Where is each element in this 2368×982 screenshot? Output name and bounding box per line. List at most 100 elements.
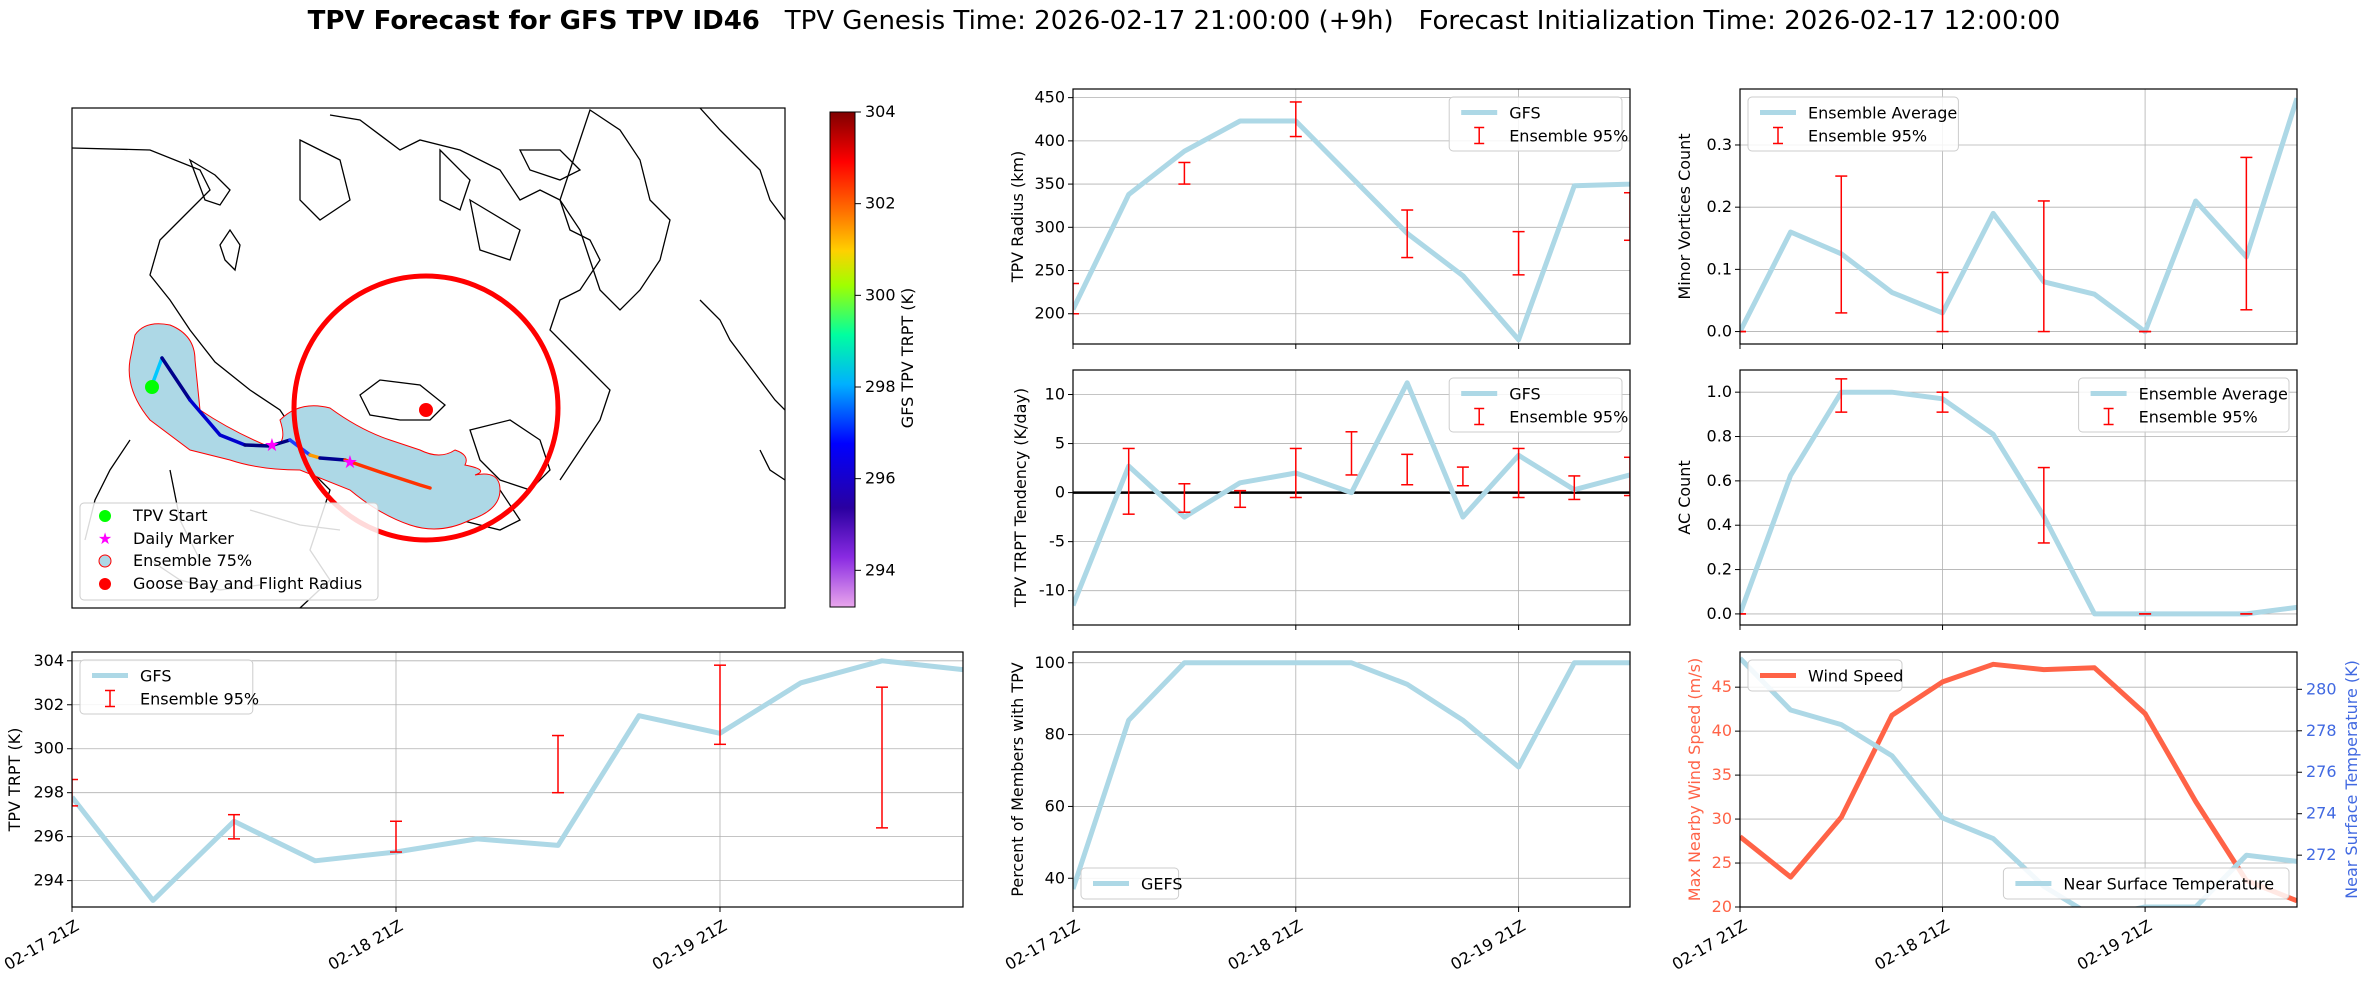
y-tick-label: 450 (1034, 88, 1065, 107)
y-tick-label: 0.0 (1707, 322, 1732, 341)
legend-box (1747, 659, 1903, 692)
y-tick-label: 45 (1712, 677, 1732, 696)
tpv-track-segment (160, 356, 192, 402)
map-panel: ★ ★ TPV Start ★ Daily Marker Ensemble 75… (71, 102, 917, 609)
y-tick-label: 300 (33, 739, 64, 758)
legend-label: Wind Speed (1808, 667, 1903, 686)
axes-frame (1072, 651, 1631, 908)
legend-label: Near Surface Temperature (2063, 875, 2274, 894)
legend-label: GFS (1509, 385, 1540, 404)
coastline (559, 108, 671, 311)
plot-area (72, 658, 963, 903)
chart-legend: GEFS (1080, 867, 1183, 900)
y-tick-label: 35 (1712, 765, 1732, 784)
x-tick-label: 02-19 21Z (2074, 916, 2155, 974)
colorbar: 304 302 300 298 296 294 GFS TPV TRPT (K) (829, 102, 917, 608)
y-tick-label: 304 (33, 651, 64, 670)
series-line (1740, 661, 2297, 904)
y-axis-label: Max Nearby Wind Speed (m/s) (1685, 658, 1704, 901)
chart-legend: Ensemble Average Ensemble 95% (1747, 96, 1959, 152)
flight-radius-circle (291, 273, 561, 543)
tpv-track-segment (318, 456, 347, 462)
chart-members: 40 60 80 100 02-17 21Z 02-18 21Z 02-19 21Z Perc… (1002, 651, 1631, 974)
y2-tick-label: 280 (2306, 679, 2337, 698)
title-genesis: TPV Genesis Time: 2026-02-17 21:00:00 (+… (784, 6, 1394, 36)
coastline (299, 138, 351, 221)
chart-legend: Wind Speed (1747, 659, 1903, 692)
colorbar-tick-label: 302 (865, 194, 896, 213)
map-legend-label: Goose Bay and Flight Radius (133, 574, 362, 593)
x-tick-label: 02-18 21Z (325, 916, 406, 974)
map-legend-label: Daily Marker (133, 529, 234, 548)
x-tick-label: 02-17 21Z (1669, 916, 1750, 974)
y2-tick-label: 278 (2306, 721, 2337, 740)
chart-legend: GFS Ensemble 95% (1448, 377, 1628, 433)
legend-label: Ensemble Average (2139, 385, 2288, 404)
colorbar-tick-label: 294 (865, 560, 896, 579)
chart-trpt: 294 296 298 300 302 304 02-17 21Z 02-18 21Z 02-1… (1, 651, 964, 974)
coastline (699, 108, 785, 221)
y-tick-label: 0.3 (1707, 135, 1732, 154)
tpv-track-segment (243, 438, 292, 448)
map-legend: TPV Start ★ Daily Marker Ensemble 75% Go… (79, 502, 379, 601)
plot-area (1740, 97, 2297, 335)
axes-frame (1072, 88, 1631, 345)
axes-frame (1739, 369, 2298, 626)
y2-tick-label: 276 (2306, 762, 2337, 781)
coastline (518, 149, 582, 181)
y-tick-label: 40 (1045, 868, 1065, 887)
y-tick-label: -10 (1039, 581, 1065, 600)
coastline (469, 419, 551, 491)
x-tick-label: 02-18 21Z (1871, 916, 1952, 974)
chart-legend: GFS Ensemble 95% (79, 659, 259, 715)
y-tick-label: 250 (1034, 261, 1065, 280)
colorbar-bar (829, 111, 856, 608)
legend-tpv-start-icon (99, 510, 111, 522)
axes-frame (1739, 651, 2298, 908)
y2-tick-label: 272 (2306, 845, 2337, 864)
figure-title: TPV Forecast for GFS TPV ID46 TPV Genesi… (0, 6, 2368, 36)
x-tick-label: 02-19 21Z (649, 916, 730, 974)
y-tick-label: 20 (1712, 897, 1732, 916)
x-tick-label: 02-19 21Z (1447, 916, 1528, 974)
y-tick-label: 294 (33, 871, 64, 890)
legend-label: Ensemble 95% (140, 690, 259, 709)
chart-radius: 200 250 300 350 400 450 TPV Radius (km) GFS Ense… (1008, 88, 1631, 349)
chart-wind: 20 25 30 35 40 45 02-17 21Z 02-18 21Z 02-19 21Z M… (1669, 651, 2361, 974)
plot-area (1740, 378, 2297, 617)
legend-box (1080, 867, 1180, 900)
tpv-track-segment (343, 458, 432, 490)
plot-area (1073, 380, 1630, 607)
axes-frame (1072, 369, 1631, 626)
legend-label: Ensemble Average (1808, 104, 1957, 123)
y-axis-label: TPV TRPT (K) (5, 728, 24, 833)
title-init: Forecast Initialization Time: 2026-02-17… (1418, 6, 2061, 36)
y-tick-label: 25 (1712, 853, 1732, 872)
y-tick-label: 0.0 (1707, 604, 1732, 623)
map-legend-label: TPV Start (132, 506, 208, 525)
daily-marker: ★ (342, 452, 358, 473)
y-axis-label: AC Count (1675, 460, 1694, 534)
legend-label: Ensemble 95% (1509, 127, 1628, 146)
y2-tick-label: 274 (2306, 804, 2337, 823)
y-tick-label: 1.0 (1707, 382, 1732, 401)
y-tick-label: -5 (1049, 532, 1065, 551)
legend-label: GFS (140, 667, 171, 686)
coastline (188, 158, 231, 206)
y-tick-label: 296 (33, 827, 64, 846)
y-tick-label: 0.8 (1707, 427, 1732, 446)
y-tick-label: 100 (1034, 653, 1065, 672)
series-line (72, 658, 963, 903)
y2-axis-label: Near Surface Temperature (K) (2342, 660, 2361, 899)
ensemble-75-region (128, 323, 501, 530)
colorbar-tick-label: 296 (865, 469, 896, 488)
chart-ac: 0.0 0.2 0.4 0.6 0.8 1.0 AC Count Ensemble Avera… (1675, 369, 2298, 630)
plot-area (1073, 660, 1630, 890)
y-tick-label: 0.2 (1707, 197, 1732, 216)
plot-area (1073, 101, 1630, 343)
coastline (759, 449, 785, 481)
coastline (439, 148, 471, 211)
series-line (1073, 380, 1630, 607)
y-axis-label: Minor Vortices Count (1675, 133, 1694, 299)
colorbar-label: GFS TPV TRPT (K) (898, 288, 917, 428)
